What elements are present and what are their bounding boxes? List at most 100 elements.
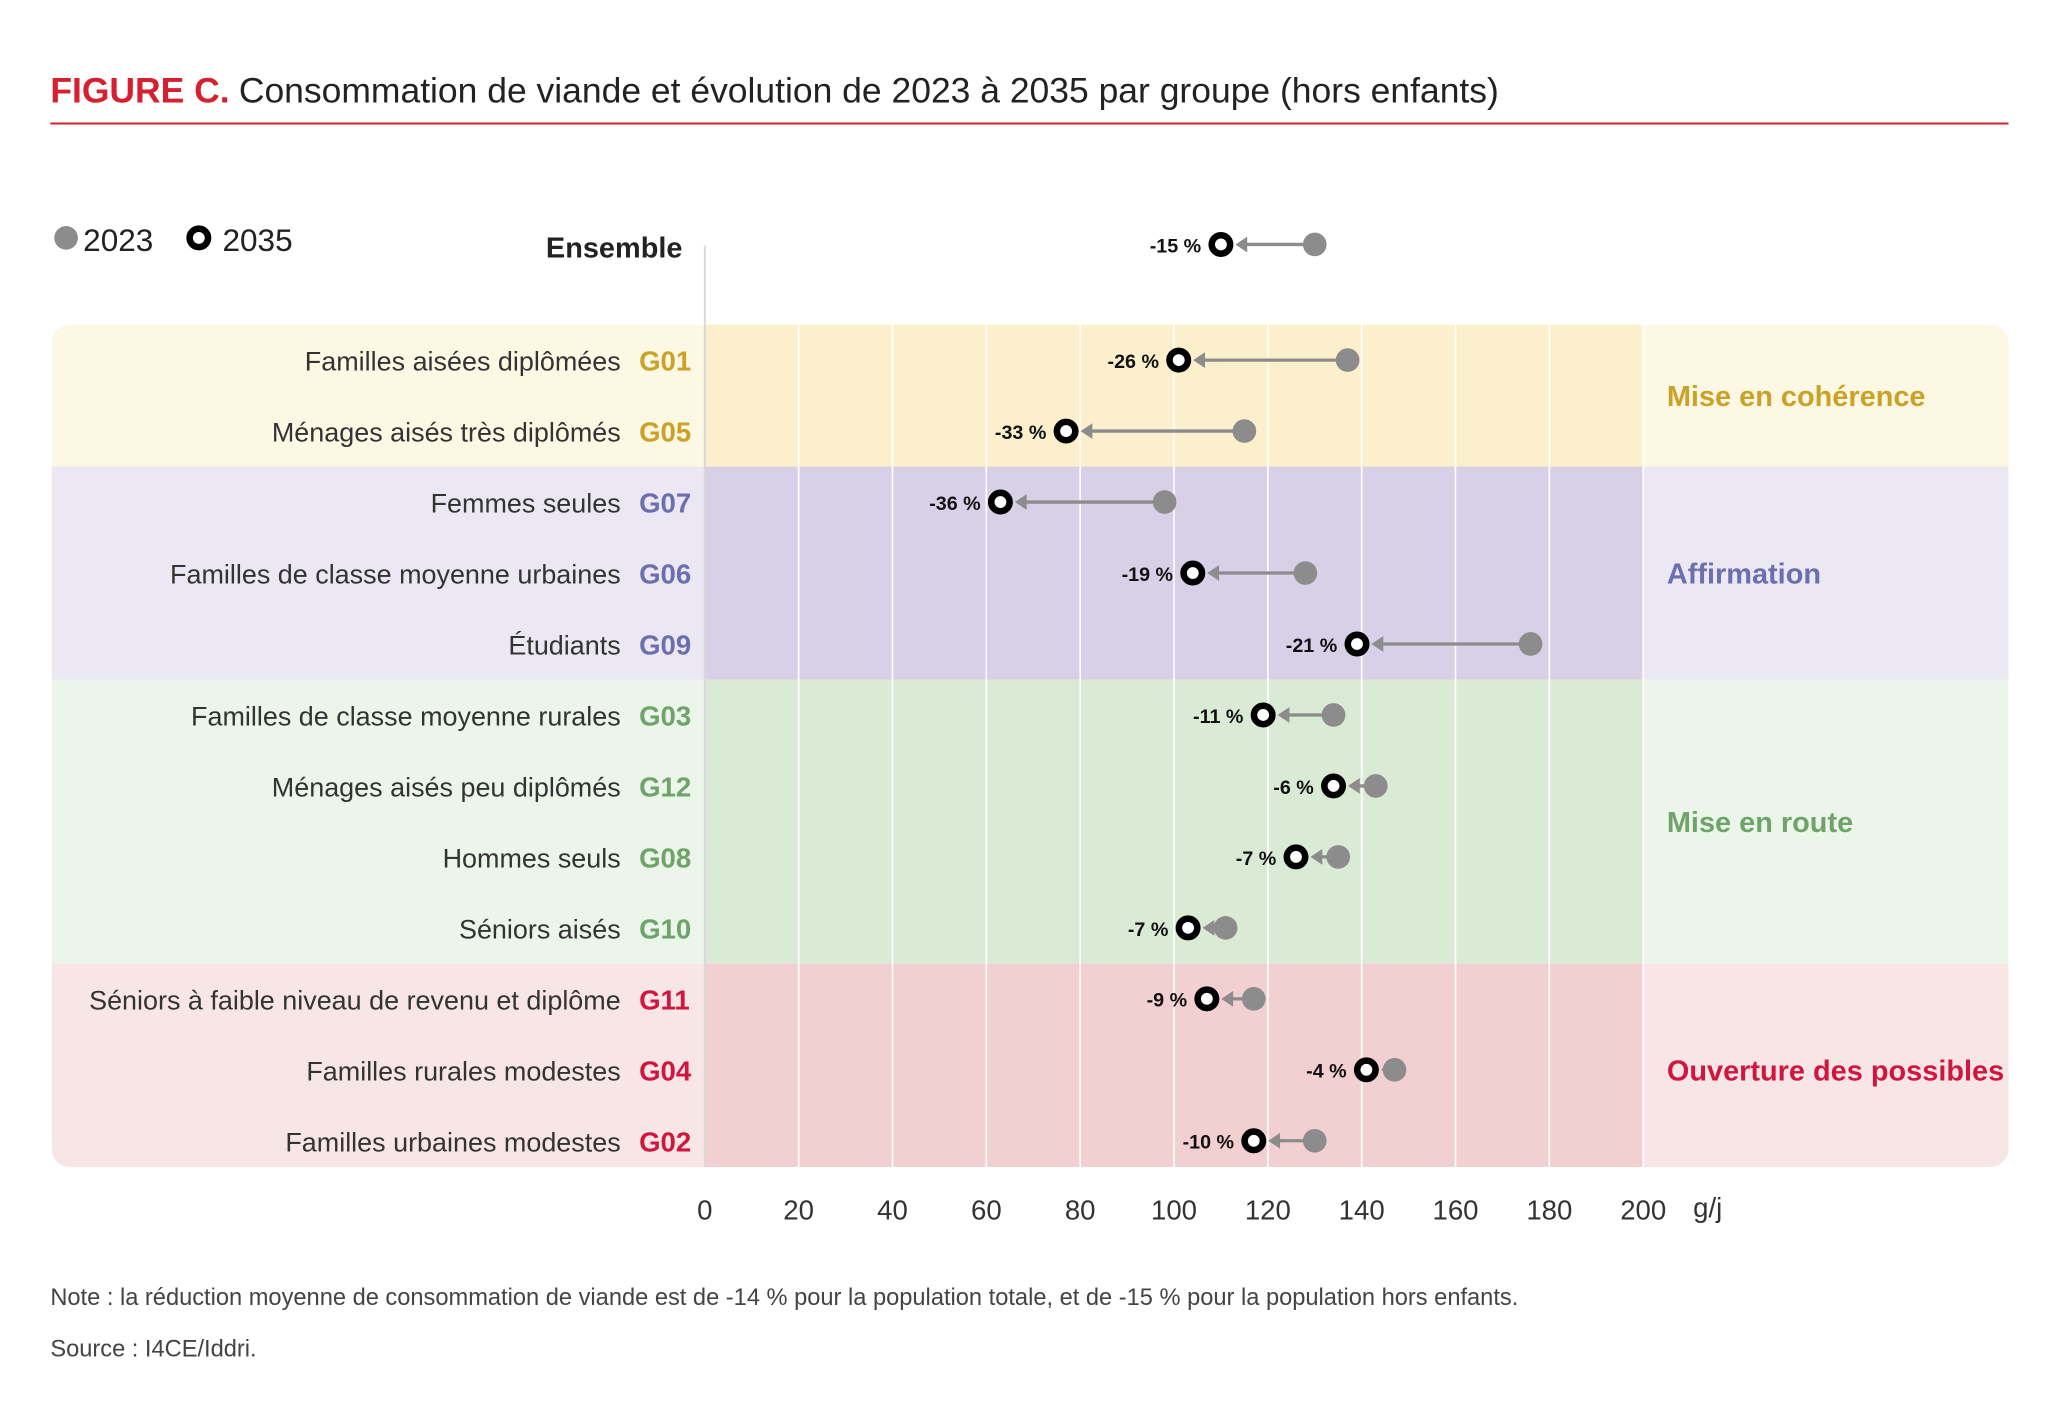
point-2035 [1241, 1128, 1267, 1154]
arrowhead-icon [1202, 919, 1215, 936]
x-axis-unit: g/j [1693, 1192, 1722, 1223]
x-tick-label: 100 [1151, 1195, 1197, 1226]
point-2023 [1152, 490, 1177, 514]
overall-label: Ensemble [546, 233, 683, 265]
point-2023 [1213, 916, 1238, 940]
row-code: G04 [639, 1055, 692, 1086]
arrowhead-icon [1014, 494, 1027, 510]
row-label: Séniors à faible niveau de revenu et dip… [89, 985, 621, 1015]
change-label: -26 % [1108, 351, 1159, 373]
point-2023 [1382, 1057, 1407, 1082]
legend-2035-marker [186, 225, 212, 251]
row-code: G03 [639, 700, 691, 731]
row-label: Familles urbaines modestes [285, 1127, 620, 1157]
row-code: G02 [639, 1126, 691, 1157]
group-label: Mise en route [1667, 807, 1853, 839]
row-label: Femmes seules [431, 489, 621, 519]
x-tick-label: 20 [783, 1195, 814, 1226]
row-code: G09 [639, 630, 691, 661]
group-label: Ouverture des possibles [1667, 1055, 2004, 1087]
change-label: -21 % [1286, 635, 1337, 657]
arrowhead-icon [1310, 849, 1323, 865]
point-2035 [987, 489, 1013, 515]
point-2023 [1518, 632, 1543, 656]
row-label: Familles de classe moyenne rurales [191, 701, 621, 731]
point-2023 [1232, 419, 1257, 443]
change-label: -9 % [1147, 990, 1188, 1012]
note-text: Note : la réduction moyenne de consommat… [50, 1285, 1518, 1311]
change-label: -7 % [1236, 848, 1277, 870]
data-row: -36 % [929, 489, 1177, 515]
point-2035 [1053, 418, 1079, 444]
row-label: Ménages aisés très diplômés [272, 418, 621, 448]
x-tick-label: 80 [1065, 1195, 1096, 1226]
change-label: -19 % [1122, 564, 1173, 586]
data-row: -10 % [1183, 1128, 1327, 1154]
data-row: -6 % [1273, 773, 1388, 799]
point-2035 [1344, 631, 1370, 657]
group-label: Affirmation [1667, 559, 1821, 591]
row-code: G01 [639, 346, 691, 377]
row-code: G07 [639, 488, 691, 519]
arrowhead-icon [1080, 423, 1093, 439]
row-label: Hommes seuls [443, 843, 621, 873]
row-code: G12 [639, 771, 691, 802]
row-label: Étudiants [508, 631, 620, 661]
change-label: -11 % [1193, 706, 1243, 728]
arrowhead-icon [1277, 707, 1290, 723]
arrowhead-icon [1347, 778, 1360, 794]
change-label: -4 % [1306, 1061, 1347, 1083]
row-label: Familles de classe moyenne urbaines [170, 560, 621, 590]
data-row: -33 % [995, 418, 1257, 444]
point-2023 [1302, 1128, 1327, 1153]
change-label: -7 % [1128, 919, 1169, 941]
data-row: -26 % [1108, 347, 1360, 373]
group-bands [51, 324, 2009, 1168]
row-code: G10 [639, 913, 691, 944]
point-2023 [1302, 232, 1327, 257]
data-row: -7 % [1128, 915, 1238, 941]
x-tick-label: 0 [697, 1195, 712, 1226]
point-2023 [1326, 845, 1351, 869]
data-row: -21 % [1286, 631, 1543, 657]
change-label: -36 % [929, 493, 980, 515]
point-2035 [1166, 347, 1192, 373]
legend-2023-marker [54, 226, 78, 250]
overall-row: -15 % [1150, 231, 1327, 257]
change-label: -15 % [1150, 235, 1201, 257]
point-2035 [1180, 560, 1206, 586]
figure-label: FIGURE C. [50, 71, 229, 111]
row-label: Ménages aisés peu diplômés [272, 772, 621, 802]
arrowhead-icon [1207, 565, 1220, 581]
x-tick-label: 160 [1433, 1195, 1479, 1226]
figure-title-text: Consommation de viande et évolution de 2… [239, 71, 1499, 111]
point-2035 [1194, 986, 1220, 1012]
row-code: G11 [639, 984, 690, 1015]
change-label: -10 % [1183, 1132, 1234, 1154]
x-tick-label: 200 [1620, 1195, 1666, 1226]
data-row: -11 % [1193, 702, 1346, 728]
arrowhead-icon [1371, 636, 1384, 652]
row-code: G06 [639, 559, 691, 590]
x-tick-label: 120 [1245, 1195, 1291, 1226]
point-2035 [1321, 773, 1347, 799]
point-2023 [1321, 703, 1346, 727]
source-text: Source : I4CE/Iddri. [50, 1336, 256, 1362]
change-label: -6 % [1273, 777, 1314, 799]
figure-title: FIGURE C. Consommation de viande et évolu… [50, 71, 1499, 111]
x-tick-label: 140 [1339, 1195, 1385, 1226]
point-2035 [1175, 915, 1201, 941]
x-tick-label: 40 [877, 1195, 908, 1226]
x-tick-label: 60 [971, 1195, 1002, 1226]
data-row: -7 % [1236, 844, 1351, 870]
arrowhead-icon [1268, 1132, 1281, 1149]
row-label: Séniors aisés [459, 914, 621, 944]
point-2035 [1208, 231, 1234, 257]
arrowhead-icon [1235, 236, 1248, 253]
point-2035 [1283, 844, 1309, 870]
data-row: -9 % [1147, 986, 1266, 1012]
group-label: Mise en cohérence [1667, 381, 1926, 413]
data-row: -19 % [1122, 560, 1318, 586]
x-tick-label: 180 [1526, 1195, 1572, 1226]
